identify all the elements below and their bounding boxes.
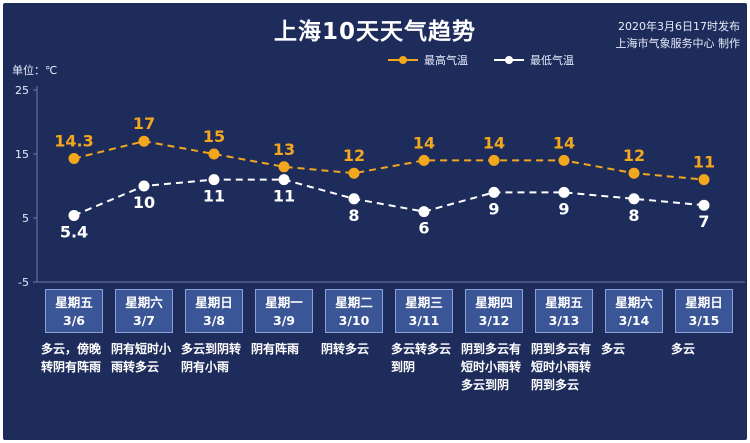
high-temp-point: [418, 154, 430, 166]
day-header: 星期三 3/11: [395, 289, 453, 333]
day-weekday: 星期二: [335, 295, 373, 310]
low-temp-point: [348, 193, 360, 205]
high-temp-label: 12: [343, 146, 365, 165]
high-temp-point: [628, 167, 640, 179]
high-temp-label: 11: [693, 153, 715, 172]
day-header: 星期日 3/15: [675, 289, 733, 333]
y-tick-label: 25: [15, 84, 29, 97]
y-tick-label: -5: [18, 276, 29, 289]
chart-title: 上海10天天气趋势: [273, 19, 476, 45]
day-date: 3/13: [548, 313, 580, 328]
low-temp-point: [628, 193, 640, 205]
low-temp-label: 11: [273, 187, 295, 206]
low-temp-point: [138, 180, 150, 192]
high-temp-point: [698, 174, 710, 186]
high-temp-label: 14: [483, 133, 505, 152]
day-weekday: 星期五: [55, 295, 93, 310]
day-date: 3/12: [478, 313, 510, 328]
day-header: 星期六 3/7: [115, 289, 173, 333]
day-weekday: 星期六: [125, 295, 163, 310]
day-weekday: 星期五: [545, 295, 583, 310]
day-date: 3/9: [273, 313, 295, 328]
legend-low-swatch: [494, 56, 524, 64]
day-date: 3/11: [408, 313, 440, 328]
low-temp-label: 10: [133, 193, 155, 212]
low-temp-point: [208, 174, 220, 186]
day-header: 星期六 3/14: [605, 289, 663, 333]
day-weather: 阴转多云: [321, 342, 370, 356]
low-temp-label: 9: [488, 199, 499, 218]
legend-low-label: 最低气温: [530, 54, 574, 67]
day-header: 星期五 3/6: [45, 289, 103, 333]
day-weather: 多云: [601, 342, 626, 356]
legend-high-label: 最高气温: [424, 54, 468, 67]
day-weather: 多云: [671, 342, 696, 356]
day-date: 3/14: [618, 313, 650, 328]
day-weather: 阴有阵雨: [251, 342, 300, 356]
high-temp-label: 17: [133, 114, 155, 133]
high-temp-label: 14.3: [54, 131, 93, 150]
high-temp-label: 12: [623, 146, 645, 165]
day-weekday: 星期日: [685, 295, 723, 310]
high-temp-point: [348, 167, 360, 179]
day-weather: 多云，傍晚转阴有阵雨: [41, 342, 102, 374]
day-weather: 多云转多云到阴: [391, 342, 452, 374]
day-date: 3/10: [338, 313, 370, 328]
high-temp-label: 15: [203, 127, 225, 146]
low-temp-label: 8: [628, 206, 639, 225]
high-temp-label: 14: [553, 133, 575, 152]
day-weather: 阴有短时小雨转多云: [111, 342, 172, 374]
chart-panel: [3, 3, 747, 440]
day-weather: 多云到阴转阴有小雨: [181, 342, 242, 374]
day-header: 星期一 3/9: [255, 289, 313, 333]
day-weekday: 星期日: [195, 295, 233, 310]
low-temp-line: [73, 178, 705, 217]
low-temp-point: [558, 186, 570, 198]
unit-label: 单位：℃: [12, 64, 58, 77]
low-temp-point: [278, 174, 290, 186]
high-temp-point: [278, 161, 290, 173]
high-temp-point: [68, 152, 80, 164]
low-temp-label: 8: [348, 206, 359, 225]
day-header: 星期四 3/12: [465, 289, 523, 333]
low-temp-point: [698, 199, 710, 211]
high-temp-label: 14: [413, 133, 435, 152]
high-temp-point: [558, 154, 570, 166]
day-weather: 阴到多云有短时小雨转阴到多云: [531, 342, 592, 392]
day-date: 3/6: [63, 313, 85, 328]
day-header: 星期日 3/8: [185, 289, 243, 333]
publisher: 上海市气象服务中心 制作: [615, 37, 741, 50]
low-temp-label: 5.4: [60, 222, 88, 241]
legend-high-swatch: [388, 56, 418, 64]
low-temp-label: 6: [418, 219, 429, 238]
day-date: 3/15: [688, 313, 720, 328]
legend-low: 最低气温: [494, 52, 574, 68]
low-temp-label: 7: [698, 212, 709, 231]
low-temp-point: [68, 209, 80, 221]
high-temp-label: 13: [273, 140, 295, 159]
low-temp-label: 11: [203, 187, 225, 206]
high-temp-point: [488, 154, 500, 166]
high-temp-point: [138, 135, 150, 147]
day-weekday: 星期六: [615, 295, 653, 310]
day-weekday: 星期三: [405, 295, 443, 310]
y-tick-label: 15: [15, 148, 29, 161]
publish-time: 2020年3月6日17时发布: [618, 20, 740, 33]
low-temp-label: 9: [558, 199, 569, 218]
day-weekday: 星期四: [475, 295, 513, 310]
high-temp-line: [73, 140, 705, 181]
low-temp-point: [418, 206, 430, 218]
day-weather: 阴到多云有短时小雨转多云到阴: [461, 342, 522, 392]
low-temp-point: [488, 186, 500, 198]
legend-high: 最高气温: [388, 52, 468, 68]
day-date: 3/7: [133, 313, 155, 328]
high-temp-point: [208, 148, 220, 160]
day-header: 星期五 3/13: [535, 289, 593, 333]
day-weekday: 星期一: [265, 295, 303, 310]
y-tick-label: 5: [22, 212, 29, 225]
day-header: 星期二 3/10: [325, 289, 383, 333]
day-date: 3/8: [203, 313, 225, 328]
